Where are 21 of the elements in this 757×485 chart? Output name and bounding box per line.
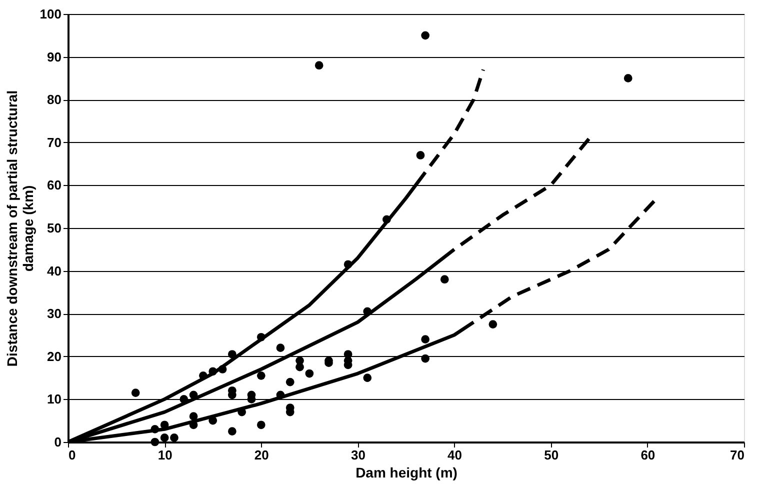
y-tick-label: 70: [47, 134, 62, 150]
x-tick-label: 40: [448, 448, 462, 462]
x-tick-label: 50: [544, 448, 559, 462]
y-tick-label: 80: [47, 92, 62, 108]
x-tick-label: 60: [640, 448, 656, 462]
y-tick-label: 50: [47, 220, 62, 236]
x-axis-title: Dam height (m): [356, 464, 458, 480]
y-tick-label: 20: [47, 348, 62, 364]
y-tick-label: 30: [47, 306, 62, 322]
y-tick-label: 60: [47, 178, 62, 193]
y-axis-title: Distance downstream of partial structural damage (km): [4, 90, 36, 367]
x-tick-label: 30: [350, 448, 366, 462]
y-tick-label: 100: [40, 6, 62, 22]
x-tick-label: 10: [158, 448, 172, 462]
x-tick-label: 20: [254, 448, 269, 462]
x-tick-label: 0: [68, 448, 76, 462]
y-tick-label: 10: [47, 392, 62, 407]
y-tick-label: 90: [47, 49, 62, 64]
y-tick-label: 0: [54, 434, 62, 450]
y-tick-label: 40: [47, 263, 62, 278]
x-tick-label: 70: [730, 448, 744, 462]
